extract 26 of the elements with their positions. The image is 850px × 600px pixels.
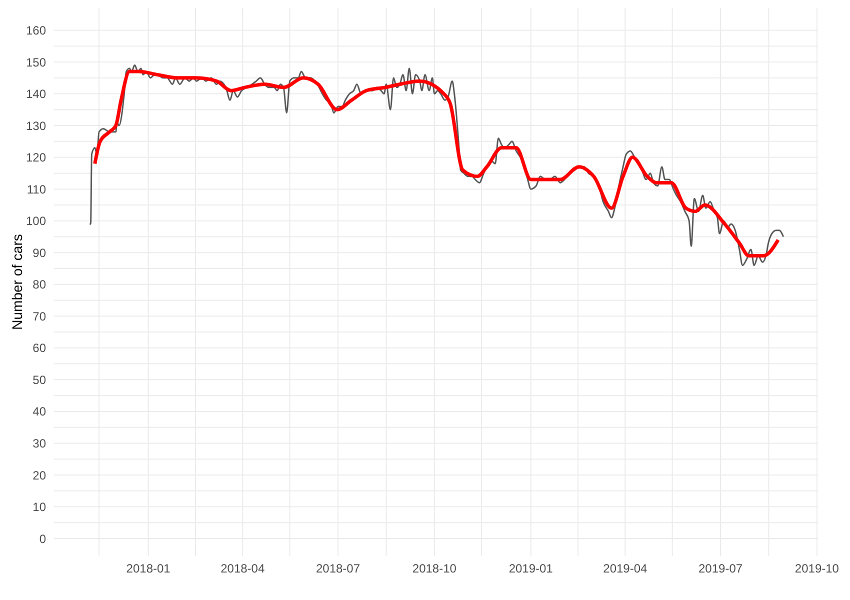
y-tick-label: 40 xyxy=(32,404,46,419)
y-tick-label: 90 xyxy=(32,246,46,260)
y-tick-label: 120 xyxy=(26,150,46,165)
x-tick-label: 2018-01 xyxy=(126,562,171,576)
x-tick-label: 2019-10 xyxy=(794,562,840,576)
x-tick-label: 2018-10 xyxy=(412,562,457,576)
y-tick-label: 0 xyxy=(39,532,46,546)
y-tick-label: 140 xyxy=(26,87,46,102)
x-tick-label: 2018-07 xyxy=(316,562,360,576)
y-tick-label: 160 xyxy=(26,24,46,38)
y-tick-label: 80 xyxy=(32,278,46,292)
y-tick-label: 60 xyxy=(32,341,46,356)
y-tick-label: 130 xyxy=(26,118,46,133)
y-tick-label: 20 xyxy=(32,468,46,482)
y-tick-label: 10 xyxy=(32,500,46,514)
x-tick-label: 2018-04 xyxy=(220,562,265,576)
x-tick-label: 2019-07 xyxy=(698,562,743,576)
y-tick-label: 50 xyxy=(32,372,46,387)
y-tick-label: 70 xyxy=(32,309,46,324)
y-tick-label: 30 xyxy=(32,436,46,450)
x-tick-label: 2019-01 xyxy=(508,562,554,576)
y-tick-label: 100 xyxy=(26,214,46,228)
x-tick-label: 2019-04 xyxy=(603,562,648,576)
y-axis-title: Number of cars xyxy=(8,234,25,330)
y-tick-label: 150 xyxy=(26,55,46,70)
y-tick-label: 110 xyxy=(26,182,46,196)
